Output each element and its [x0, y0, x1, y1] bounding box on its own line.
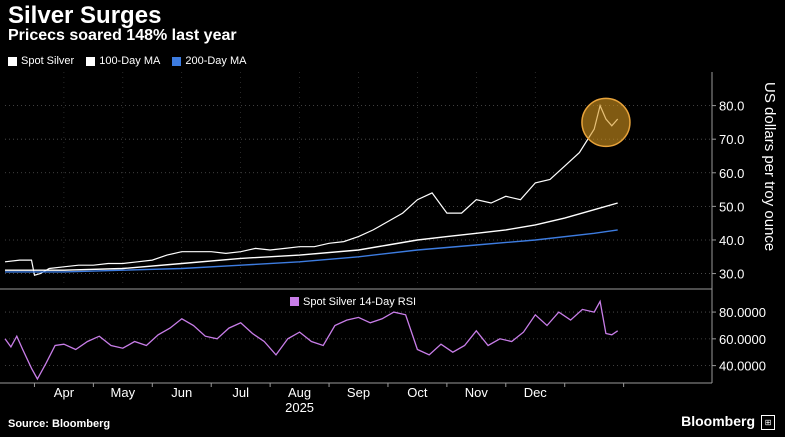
- series-spot-silver: [4, 103, 619, 276]
- legend-swatch-100day: [86, 56, 96, 66]
- x-tick-label-jun: Jun: [171, 385, 192, 400]
- legend-swatch-200day: [172, 56, 182, 66]
- price-axis-title: US dollars per troy ounce: [761, 82, 778, 251]
- brand-icon: ⊞: [761, 415, 775, 430]
- price-tick-label-70-0: 70.0: [719, 132, 744, 147]
- legend-100day: 100-Day MA: [86, 55, 160, 67]
- x-tick-label-dec: Dec: [524, 385, 548, 400]
- series-spot-silver-14-day-rsi: [4, 299, 619, 381]
- legend-label-spot: Spot Silver: [21, 55, 75, 67]
- series-100-day-ma: [5, 202, 618, 271]
- brand-logo: Bloomberg: [681, 413, 755, 429]
- x-tick-label-nov: Nov: [465, 385, 489, 400]
- chart-subtitle: Pricecs soared 148% last year: [8, 27, 237, 44]
- series-200-day-ma: [5, 229, 618, 273]
- rsi-legend-swatch: [290, 297, 299, 306]
- legend-label-100day: 100-Day MA: [99, 55, 161, 67]
- x-tick-label-sep: Sep: [347, 385, 370, 400]
- x-tick-label-oct: Oct: [407, 385, 428, 400]
- rsi-legend-label: Spot Silver 14-Day RSI: [303, 296, 416, 308]
- legend-spot-silver: Spot Silver: [8, 55, 74, 67]
- x-tick-label-jul: Jul: [232, 385, 249, 400]
- x-tick-label-aug: Aug: [288, 385, 311, 400]
- x-tick-label-apr: Apr: [54, 385, 75, 400]
- price-tick-label-80-0: 80.0: [719, 99, 744, 114]
- source-note: Source: Bloomberg: [8, 418, 111, 430]
- price-tick-label-50-0: 50.0: [719, 199, 744, 214]
- rsi-tick-label-40-0000: 40.0000: [719, 359, 766, 374]
- price-legend: Spot Silver 100-Day MA 200-Day MA: [8, 55, 246, 67]
- highlight-circle: [581, 97, 631, 148]
- chart-title: Silver Surges: [8, 2, 162, 29]
- price-tick-label-30-0: 30.0: [719, 267, 744, 282]
- legend-label-200day: 200-Day MA: [185, 55, 247, 67]
- x-year-label: 2025: [285, 400, 314, 415]
- legend-swatch-spot: [8, 56, 17, 66]
- rsi-tick-label-60-0000: 60.0000: [719, 332, 766, 347]
- x-tick-label-may: May: [111, 385, 136, 400]
- rsi-tick-label-80-0000: 80.0000: [719, 305, 766, 320]
- price-tick-label-60-0: 60.0: [719, 166, 744, 181]
- legend-200day: 200-Day MA: [172, 55, 246, 67]
- price-tick-label-40-0: 40.0: [719, 233, 744, 248]
